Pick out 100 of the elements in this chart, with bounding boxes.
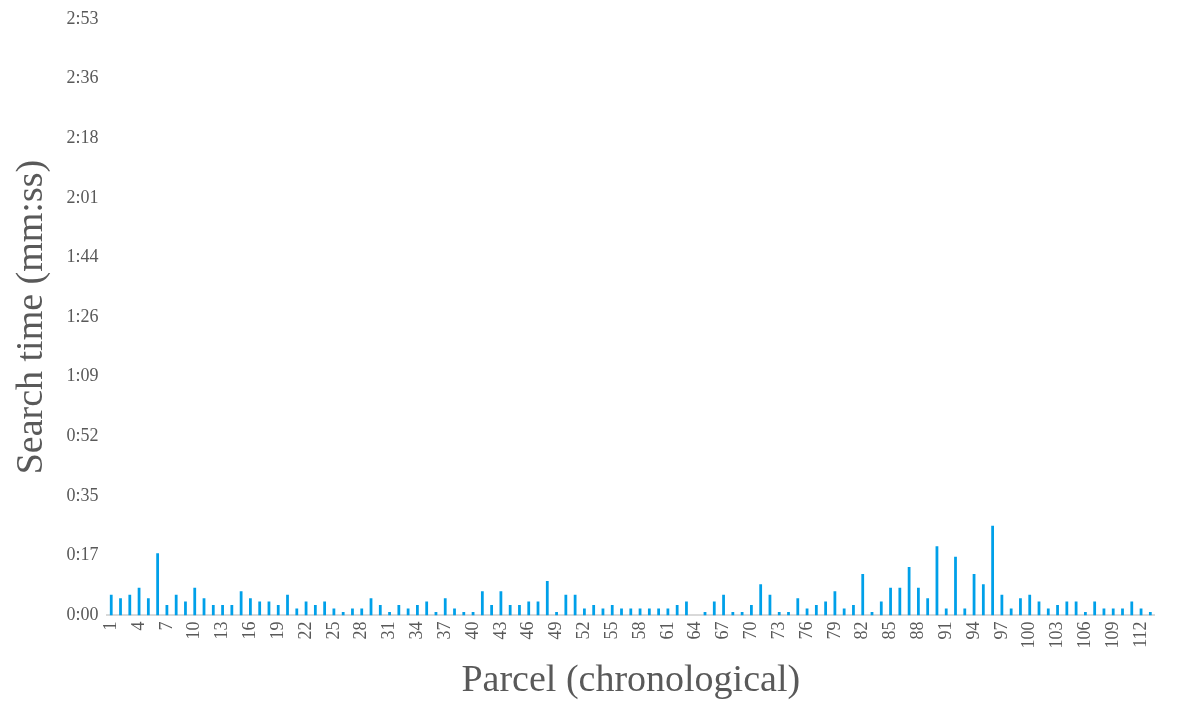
bar (564, 594, 568, 616)
x-tick-label: 43 (489, 621, 510, 640)
bar (814, 605, 818, 616)
y-tick-label: 0:17 (66, 544, 99, 565)
x-tick-label: 19 (266, 621, 287, 640)
bar (221, 605, 224, 616)
x-tick-label: 28 (350, 621, 371, 640)
bar (907, 567, 911, 616)
x-tick-label: 1 (99, 621, 120, 631)
bar (443, 598, 447, 616)
y-axis-title: Search time (mm:ss) (7, 159, 51, 475)
bar (712, 601, 716, 616)
bar (1074, 601, 1078, 616)
bar (313, 605, 317, 616)
bar (926, 598, 930, 616)
bar (889, 587, 892, 616)
bar (416, 605, 419, 616)
x-tick-label: 58 (628, 621, 649, 640)
bar (685, 601, 688, 616)
bar (592, 605, 596, 616)
bar (750, 605, 753, 616)
x-tick-label: 85 (879, 621, 900, 640)
bar (1028, 594, 1032, 616)
bar (276, 605, 280, 616)
bar (453, 608, 456, 616)
bar (425, 601, 429, 616)
x-tick-label: 16 (239, 621, 260, 640)
bar (1111, 608, 1115, 616)
x-tick-label: 73 (767, 621, 788, 640)
x-tick-label: 100 (1018, 621, 1039, 649)
bar (286, 594, 289, 616)
x-tick-label: 112 (1129, 621, 1150, 648)
bar (787, 611, 790, 616)
bar (620, 608, 623, 616)
bar (759, 584, 763, 616)
x-tick-label: 109 (1101, 621, 1122, 649)
bar (852, 605, 855, 616)
x-tick-label: 31 (378, 621, 399, 640)
bar (1130, 601, 1134, 616)
x-tick-label: 61 (656, 621, 677, 640)
x-tick-label: 37 (433, 621, 454, 640)
bar (1093, 601, 1097, 616)
bar (861, 573, 865, 616)
bar (1056, 605, 1059, 616)
y-tick-label: 0:52 (66, 425, 99, 446)
bar (944, 608, 948, 616)
y-tick-label: 2:18 (66, 126, 99, 147)
x-tick-label: 40 (461, 621, 482, 640)
bar (545, 580, 549, 616)
y-tick-label: 2:53 (66, 7, 99, 28)
bar (397, 605, 401, 616)
y-tick-label: 1:44 (66, 246, 99, 267)
x-tick-label: 97 (990, 621, 1011, 640)
y-tick-label: 1:09 (66, 365, 99, 386)
bar (388, 611, 391, 616)
bar (109, 594, 113, 616)
bar (731, 611, 735, 616)
bar (740, 611, 744, 616)
bar (146, 598, 150, 616)
x-tick-label: 76 (795, 621, 816, 640)
bar (1019, 598, 1022, 616)
bar (555, 611, 558, 616)
bar (480, 591, 484, 616)
bar (1148, 611, 1152, 616)
bar (462, 611, 466, 616)
bar (675, 605, 679, 616)
x-tick-label: 49 (545, 621, 566, 640)
x-tick-label: 55 (600, 621, 621, 640)
bar (657, 608, 661, 616)
x-tick-label: 91 (934, 621, 955, 640)
y-tick-label: 0:35 (66, 484, 99, 505)
bar (1121, 608, 1124, 616)
x-tick-label: 82 (851, 621, 872, 640)
x-tick-label: 25 (322, 621, 343, 640)
bar (1084, 611, 1087, 616)
bar (842, 608, 846, 616)
x-tick-label: 10 (183, 621, 204, 640)
x-axis-title: Parcel (chronological) (461, 657, 801, 701)
x-tick-label: 4 (127, 621, 148, 631)
x-tick-label: 22 (294, 621, 315, 640)
y-tick-label: 2:01 (66, 186, 99, 207)
bar (898, 587, 902, 616)
y-tick-label: 1:26 (66, 305, 99, 326)
x-tick-label: 94 (962, 621, 983, 640)
bar (722, 594, 725, 616)
bar (508, 605, 512, 616)
bar (777, 611, 781, 616)
bar (490, 605, 494, 616)
bar (879, 601, 883, 616)
bar (360, 608, 364, 616)
x-tick-label: 88 (907, 621, 928, 640)
bar (211, 605, 215, 616)
bar (527, 601, 531, 616)
bar (518, 605, 521, 616)
bar (184, 601, 187, 616)
bar (323, 601, 327, 616)
bar (351, 608, 354, 616)
bar (230, 605, 234, 616)
y-tick-label: 0:00 (66, 604, 99, 625)
bar (119, 598, 122, 616)
